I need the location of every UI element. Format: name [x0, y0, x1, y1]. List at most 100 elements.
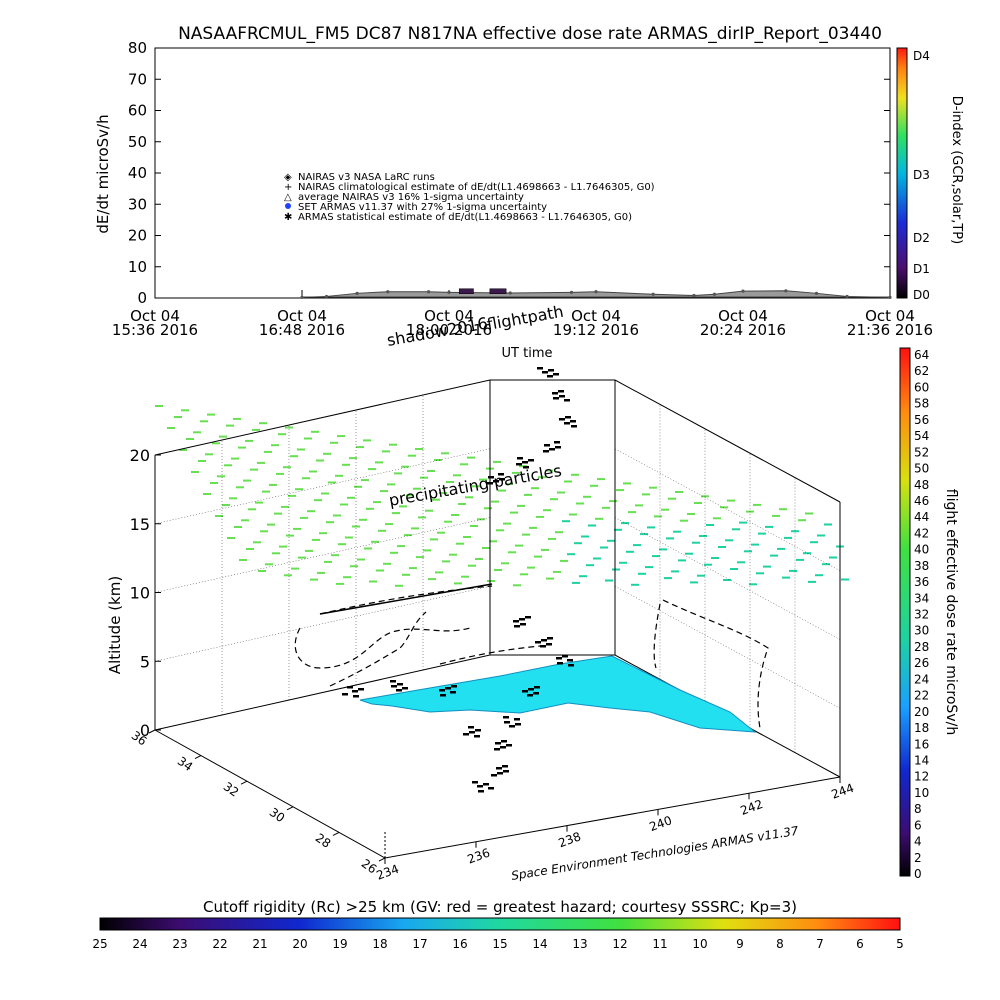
precip-dash — [553, 570, 561, 573]
flight-path-marks — [342, 367, 577, 793]
precip-dash — [402, 573, 410, 576]
precip-dash — [454, 582, 462, 585]
flight-mark — [553, 397, 559, 400]
precip-dash — [331, 554, 339, 557]
precip-dash — [212, 442, 220, 445]
alt-tick-label: 15 — [130, 515, 150, 534]
precip-dash — [541, 548, 549, 551]
precip-dash — [446, 481, 454, 483]
top-y-tick-label: 30 — [128, 195, 147, 213]
dose-tick-label: 64 — [914, 348, 929, 362]
precip-dash — [467, 456, 475, 459]
precip-dash — [226, 424, 234, 427]
nairas-point — [508, 291, 512, 295]
precip-dash — [375, 461, 383, 464]
dose-tick-label: 56 — [914, 413, 929, 427]
precip-dash — [546, 577, 554, 580]
precip-dash — [720, 506, 728, 509]
precip-dash — [635, 504, 643, 507]
dose-colorbar-ticks: 6462605856545250484644424038363432302826… — [914, 348, 929, 881]
precip-dash — [791, 530, 799, 533]
precip-dash — [215, 515, 223, 517]
armas-point — [489, 288, 507, 294]
precip-dash — [441, 452, 449, 455]
precip-dash — [685, 552, 693, 555]
precip-dash — [258, 570, 266, 572]
precip-dash — [174, 416, 182, 418]
precip-dash — [586, 564, 594, 567]
nairas-point — [784, 289, 788, 293]
precip-dash — [260, 530, 268, 533]
flight-mark — [493, 480, 499, 483]
precip-dash — [233, 417, 241, 420]
precip-dash — [579, 575, 587, 578]
precip-dash — [590, 484, 598, 487]
precip-dash — [619, 561, 627, 564]
precip-dash — [333, 514, 341, 517]
armas-point — [458, 288, 474, 294]
top-x-tick-date: Oct 04 — [865, 307, 915, 325]
precip-dash — [285, 426, 293, 429]
precip-dash — [692, 541, 700, 544]
precip-dash — [697, 574, 705, 577]
precip-dash — [468, 564, 476, 567]
precip-dash — [418, 516, 426, 519]
lat-tick — [286, 806, 294, 811]
precip-dash — [207, 413, 215, 416]
right-top-edge — [614, 379, 841, 503]
precip-dash — [302, 477, 310, 480]
top-legend: ◈ NAIRAS v3 NASA LaRC runs + NAIRAS clim… — [284, 172, 655, 223]
cutoff-tick-label: 13 — [572, 937, 587, 951]
precip-dash — [711, 557, 719, 559]
precip-dash — [628, 511, 636, 514]
precip-dash — [310, 578, 318, 581]
lat-tick — [194, 755, 202, 760]
flight-mark — [533, 692, 539, 695]
alt-grid-line-right — [614, 586, 841, 709]
precip-dash — [737, 561, 745, 564]
top-y-tick-label: 0 — [137, 289, 147, 307]
precip-dash — [217, 475, 225, 478]
precip-dash — [777, 547, 785, 550]
flight-mark — [528, 688, 534, 691]
cutoff-tick-label: 23 — [172, 937, 187, 951]
precip-dash — [328, 481, 336, 484]
cutoff-tick-label: 7 — [816, 937, 824, 951]
flight-mark — [487, 482, 493, 485]
precip-dash — [283, 466, 291, 469]
precip-dash — [411, 527, 419, 530]
flight-mark — [396, 689, 402, 692]
alt-grid-line-right — [614, 448, 841, 571]
nairas-point — [300, 295, 304, 299]
precip-dash — [297, 448, 305, 451]
flight-mark — [463, 733, 469, 736]
lat-tick-label: 32 — [221, 779, 242, 799]
flight-mark — [496, 767, 502, 770]
precip-dash — [335, 474, 343, 477]
precip-dash — [378, 529, 386, 532]
precip-dash — [252, 428, 260, 431]
top-x-tick-date: Oct 04 — [718, 307, 768, 325]
precip-dash — [572, 581, 580, 584]
precip-dash — [798, 519, 806, 522]
precip-dash — [576, 502, 584, 505]
precip-dash — [508, 551, 516, 554]
dose-tick-label: 12 — [914, 770, 929, 784]
flight-mark — [543, 450, 549, 453]
precip-dash — [723, 579, 731, 581]
precip-dash — [534, 555, 542, 558]
precip-dash — [236, 486, 244, 489]
flight-mark — [474, 735, 480, 738]
flight-mark — [500, 746, 506, 749]
precip-dash — [290, 455, 298, 458]
precip-dash — [597, 478, 605, 481]
flight-mark — [469, 731, 475, 734]
precip-dash — [595, 517, 603, 520]
dose-tick-label: 46 — [914, 494, 929, 508]
precip-dash — [510, 511, 518, 514]
ground-map-region — [359, 655, 757, 733]
precip-dash — [491, 500, 499, 503]
top-series — [300, 288, 892, 299]
precip-dash — [357, 558, 365, 561]
precip-dash — [222, 504, 230, 506]
